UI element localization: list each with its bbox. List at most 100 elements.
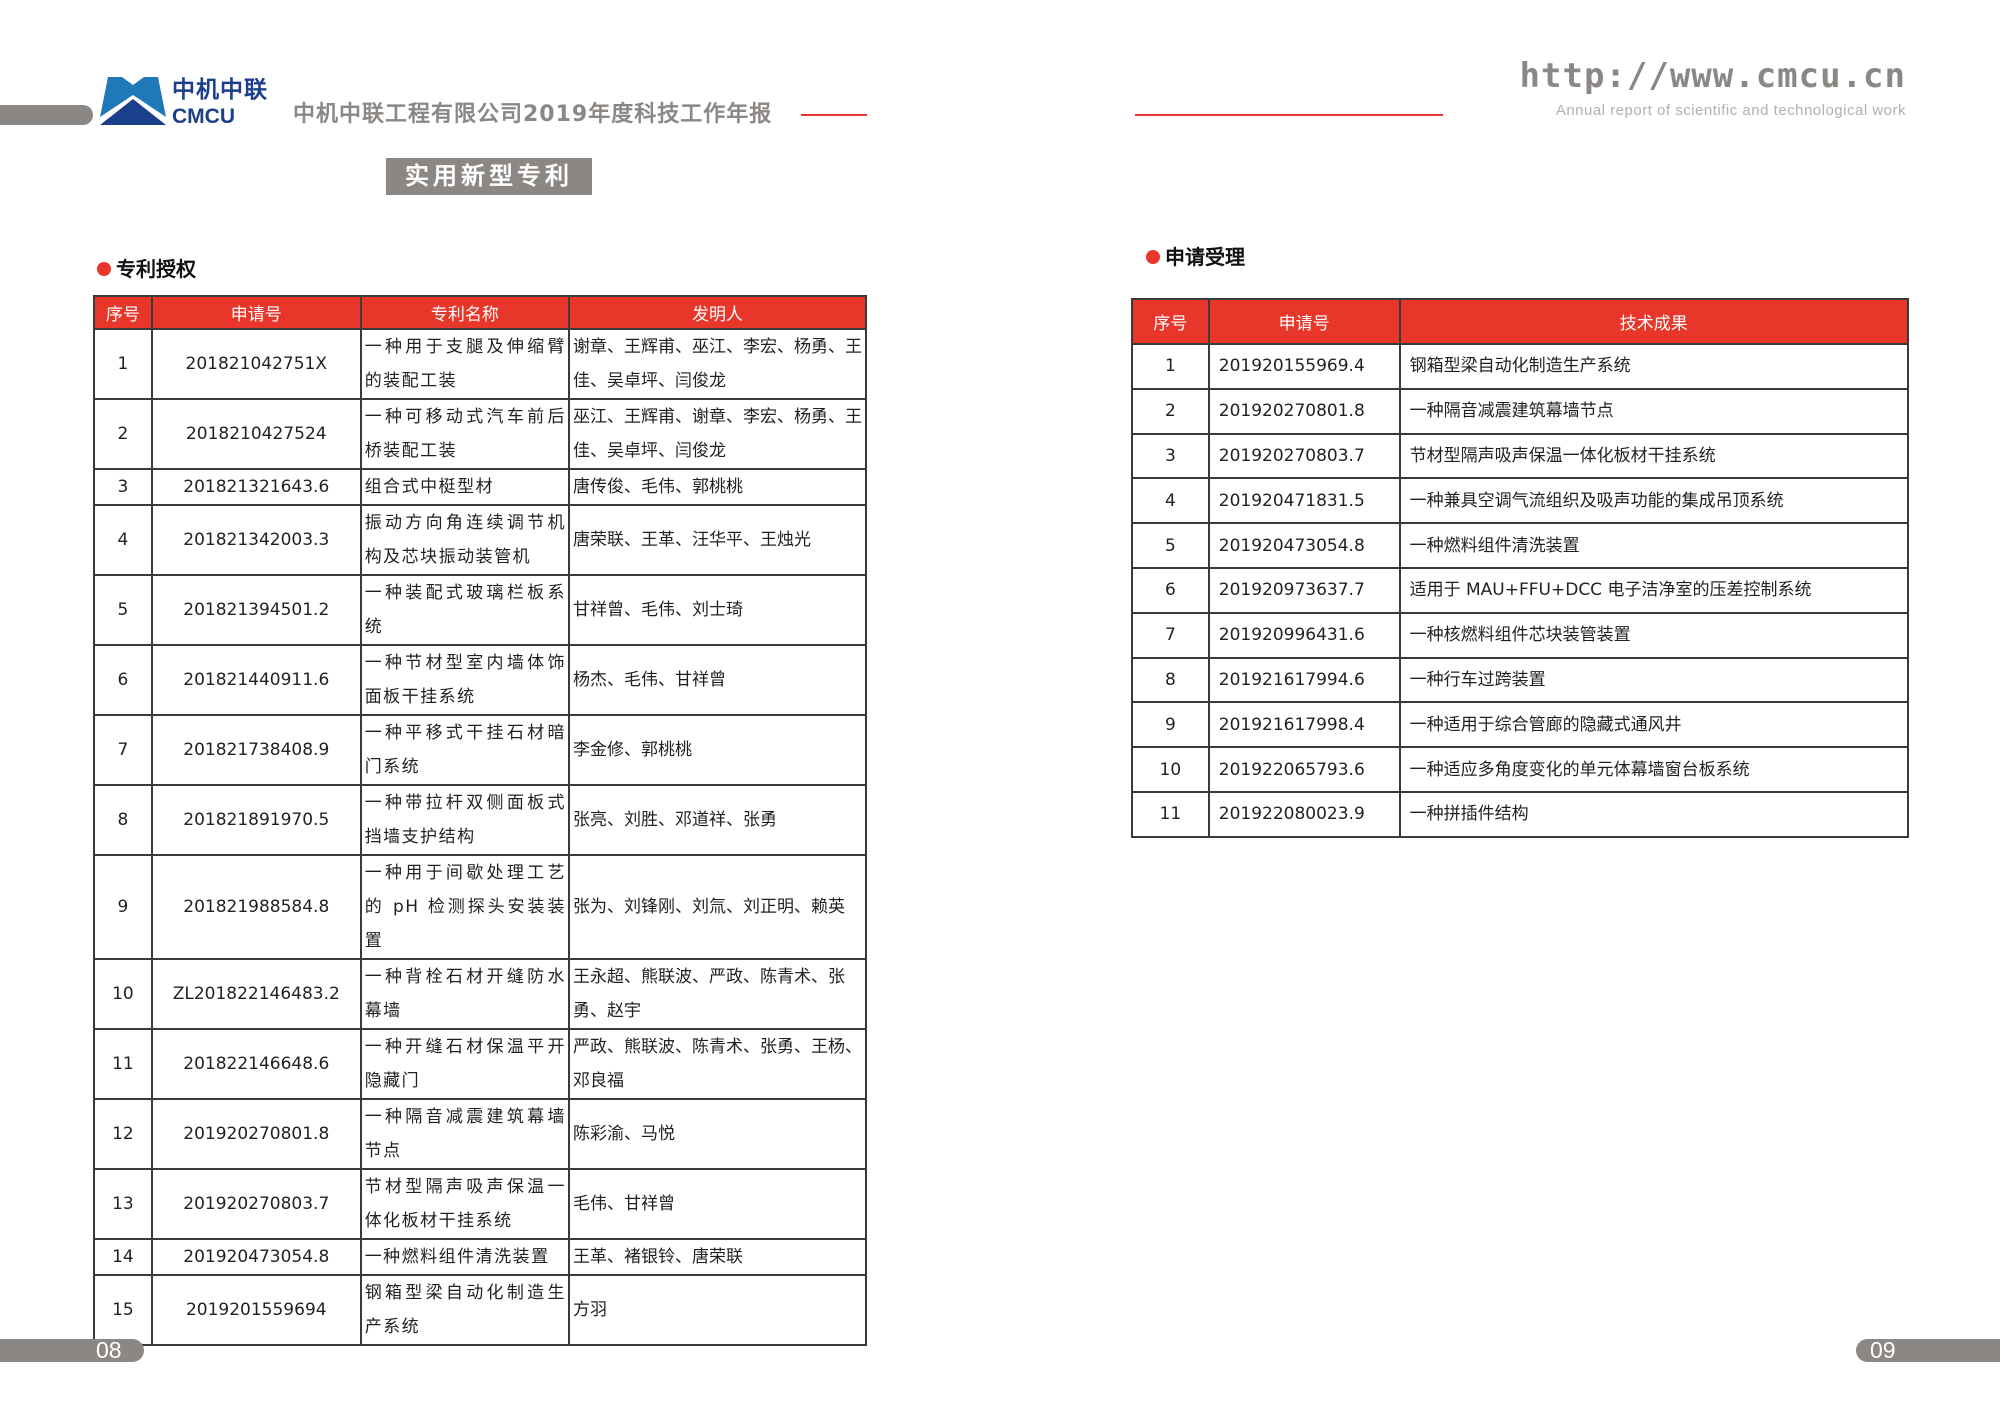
application-number: 201920270801.8 — [150, 1098, 362, 1170]
table-row: 2 2018210427524 一种可移动式汽车前后桥装配工装 巫江、王辉甫、谢章、李… — [93, 398, 868, 470]
header-subtitle: Annual report of scientific and technolo… — [1555, 102, 1906, 119]
row-index: 1 — [93, 328, 153, 400]
table-row: 12 201920270801.8 一种隔音减震建筑幕墙节点 陈彩渝、马悦 — [93, 1098, 868, 1170]
row-index: 14 — [93, 1238, 153, 1276]
patent-name: 钢箱型梁自动化制造生产系统 — [359, 1274, 570, 1346]
application-number: 201922065793.6 — [1207, 746, 1401, 793]
inventors: 陈彩渝、马悦 — [567, 1098, 868, 1170]
table-row: 7 201821738408.9 一种平移式干挂石材暗门系统 李金修、郭桃桃 — [93, 714, 868, 786]
cmcu-logo-icon — [100, 77, 166, 125]
application-number: 201921617998.4 — [1207, 701, 1401, 749]
row-index: 10 — [1131, 746, 1210, 793]
document-title: 中机中联工程有限公司2019年度科技工作年报 — [293, 102, 773, 127]
application-number: 201920473054.8 — [150, 1238, 362, 1276]
website-url: http://www.cmcu.cn — [1519, 56, 1906, 96]
table-row: 9 201821988584.8 一种用于间歇处理工艺的 pH 检测探头安装装置 张为… — [93, 854, 868, 960]
table-row: 11 201822146648.6 一种开缝石材保温平开隐藏门 严政、熊联波、陈青术、… — [93, 1028, 868, 1100]
granted-patents-table: 序号 申请号 专利名称 发明人 1 201821042751X 一种用于支腿及伸缩臂… — [93, 295, 868, 1346]
row-index: 11 — [93, 1028, 153, 1100]
application-number: 2019201559694 — [150, 1274, 362, 1346]
achievement-name: 一种适应多角度变化的单元体幕墙窗台板系统 — [1398, 746, 1910, 793]
application-number: 201821738408.9 — [150, 714, 362, 786]
table-row: 8 201921617994.6 一种行车过跨装置 — [1131, 656, 1910, 704]
column-header: 发明人 — [567, 295, 868, 330]
table-row: 4 201920471831.5 一种兼具空调气流组织及吸声功能的集成吊顶系统 — [1131, 477, 1910, 525]
patent-name: 一种隔音减震建筑幕墙节点 — [359, 1098, 570, 1170]
column-header: 技术成果 — [1398, 298, 1910, 345]
achievement-name: 一种兼具空调气流组织及吸声功能的集成吊顶系统 — [1398, 477, 1910, 525]
inventors: 王革、褚银铃、唐荣联 — [567, 1238, 868, 1276]
column-header: 申请号 — [1207, 298, 1401, 345]
table-header-row: 序号 申请号 技术成果 — [1131, 298, 1910, 345]
application-number: 201920270801.8 — [1207, 387, 1401, 435]
table-row: 3 201821321643.6 组合式中梃型材 唐传俊、毛伟、郭桃桃 — [93, 468, 868, 506]
patent-name: 一种背栓石材开缝防水幕墙 — [359, 958, 570, 1030]
table-header-row: 序号 申请号 专利名称 发明人 — [93, 295, 868, 330]
table-row: 4 201821342003.3 振动方向角连续调节机构及芯块振动装管机 唐荣联、王革… — [93, 504, 868, 576]
achievement-name: 一种行车过跨装置 — [1398, 656, 1910, 704]
patent-name: 一种用于间歇处理工艺的 pH 检测探头安装装置 — [359, 854, 570, 960]
table-row: 14 201920473054.8 一种燃料组件清洗装置 王革、褚银铃、唐荣联 — [93, 1238, 868, 1276]
inventors: 毛伟、甘祥曾 — [567, 1168, 868, 1240]
application-number: 201821394501.2 — [150, 574, 362, 646]
patent-name: 节材型隔声吸声保温一体化板材干挂系统 — [359, 1168, 570, 1240]
achievement-name: 一种燃料组件清洗装置 — [1398, 522, 1910, 569]
achievement-name: 适用于 MAU+FFU+DCC 电子洁净室的压差控制系统 — [1398, 566, 1910, 614]
inventors: 张亮、刘胜、邓道祥、张勇 — [567, 784, 868, 856]
inventors: 李金修、郭桃桃 — [567, 714, 868, 786]
table-row: 1 201920155969.4 钢箱型梁自动化制造生产系统 — [1131, 343, 1910, 390]
application-number: 201821988584.8 — [150, 854, 362, 960]
application-number: 201822146648.6 — [150, 1028, 362, 1100]
table-row: 8 201821891970.5 一种带拉杆双侧面板式挡墙支护结构 张亮、刘胜、邓道祥… — [93, 784, 868, 856]
achievement-name: 一种核燃料组件芯块装管装置 — [1398, 611, 1910, 659]
application-number: 201821321643.6 — [150, 468, 362, 506]
row-index: 9 — [93, 854, 153, 960]
page-number-left: 08 — [0, 1339, 144, 1362]
row-index: 7 — [1131, 611, 1210, 659]
application-number: 201920270803.7 — [150, 1168, 362, 1240]
logo-text-en: CMCU — [172, 105, 235, 128]
application-number: 201920473054.8 — [1207, 522, 1401, 569]
application-number: 201821440911.6 — [150, 644, 362, 716]
table-row: 10 ZL201822146483.2 一种背栓石材开缝防水幕墙 王永超、熊联波、严政… — [93, 958, 868, 1030]
granted-heading-text: 专利授权 — [116, 257, 196, 281]
column-header: 申请号 — [150, 295, 362, 330]
accepted-applications-table: 序号 申请号 技术成果 1 201920155969.4 钢箱型梁自动化制造生产系统… — [1131, 298, 1910, 838]
inventors: 巫江、王辉甫、谢章、李宏、杨勇、王佳、吴卓坪、闫俊龙 — [567, 398, 868, 470]
table-row: 3 201920270803.7 节材型隔声吸声保温一体化板材干挂系统 — [1131, 432, 1910, 480]
application-number: 2018210427524 — [150, 398, 362, 470]
section-title: 实用新型专利 — [386, 158, 592, 195]
achievement-name: 节材型隔声吸声保温一体化板材干挂系统 — [1398, 432, 1910, 480]
row-index: 5 — [1131, 522, 1210, 569]
patent-name: 一种带拉杆双侧面板式挡墙支护结构 — [359, 784, 570, 856]
row-index: 1 — [1131, 343, 1210, 390]
row-index: 8 — [93, 784, 153, 856]
bullet-dot-icon — [97, 262, 111, 276]
column-header: 专利名称 — [359, 295, 570, 330]
achievement-name: 一种适用于综合管廊的隐藏式通风井 — [1398, 701, 1910, 749]
column-header: 序号 — [93, 295, 153, 330]
row-index: 3 — [1131, 432, 1210, 480]
table-row: 1 201821042751X 一种用于支腿及伸缩臂的装配工装 谢章、王辉甫、巫江、李… — [93, 328, 868, 400]
column-header: 序号 — [1131, 298, 1210, 345]
application-number: 201920471831.5 — [1207, 477, 1401, 525]
table-row: 5 201920473054.8 一种燃料组件清洗装置 — [1131, 522, 1910, 569]
application-number: 201920973637.7 — [1207, 566, 1401, 614]
row-index: 4 — [1131, 477, 1210, 525]
row-index: 2 — [93, 398, 153, 470]
table-row: 9 201921617998.4 一种适用于综合管廊的隐藏式通风井 — [1131, 701, 1910, 749]
table-row: 6 201920973637.7 适用于 MAU+FFU+DCC 电子洁净室的压差控… — [1131, 566, 1910, 614]
row-index: 8 — [1131, 656, 1210, 704]
patent-name: 一种装配式玻璃栏板系统 — [359, 574, 570, 646]
row-index: 9 — [1131, 701, 1210, 749]
inventors: 杨杰、毛伟、甘祥曾 — [567, 644, 868, 716]
table-row: 5 201821394501.2 一种装配式玻璃栏板系统 甘祥曾、毛伟、刘士琦 — [93, 574, 868, 646]
application-number: 201922080023.9 — [1207, 790, 1401, 838]
achievement-name: 钢箱型梁自动化制造生产系统 — [1398, 343, 1910, 390]
application-number: 201920996431.6 — [1207, 611, 1401, 659]
logo-text-cn: 中机中联 — [172, 77, 268, 103]
application-number: 201821342003.3 — [150, 504, 362, 576]
header-divider-left — [801, 114, 867, 116]
header-divider-right — [1135, 114, 1443, 116]
row-index: 10 — [93, 958, 153, 1030]
